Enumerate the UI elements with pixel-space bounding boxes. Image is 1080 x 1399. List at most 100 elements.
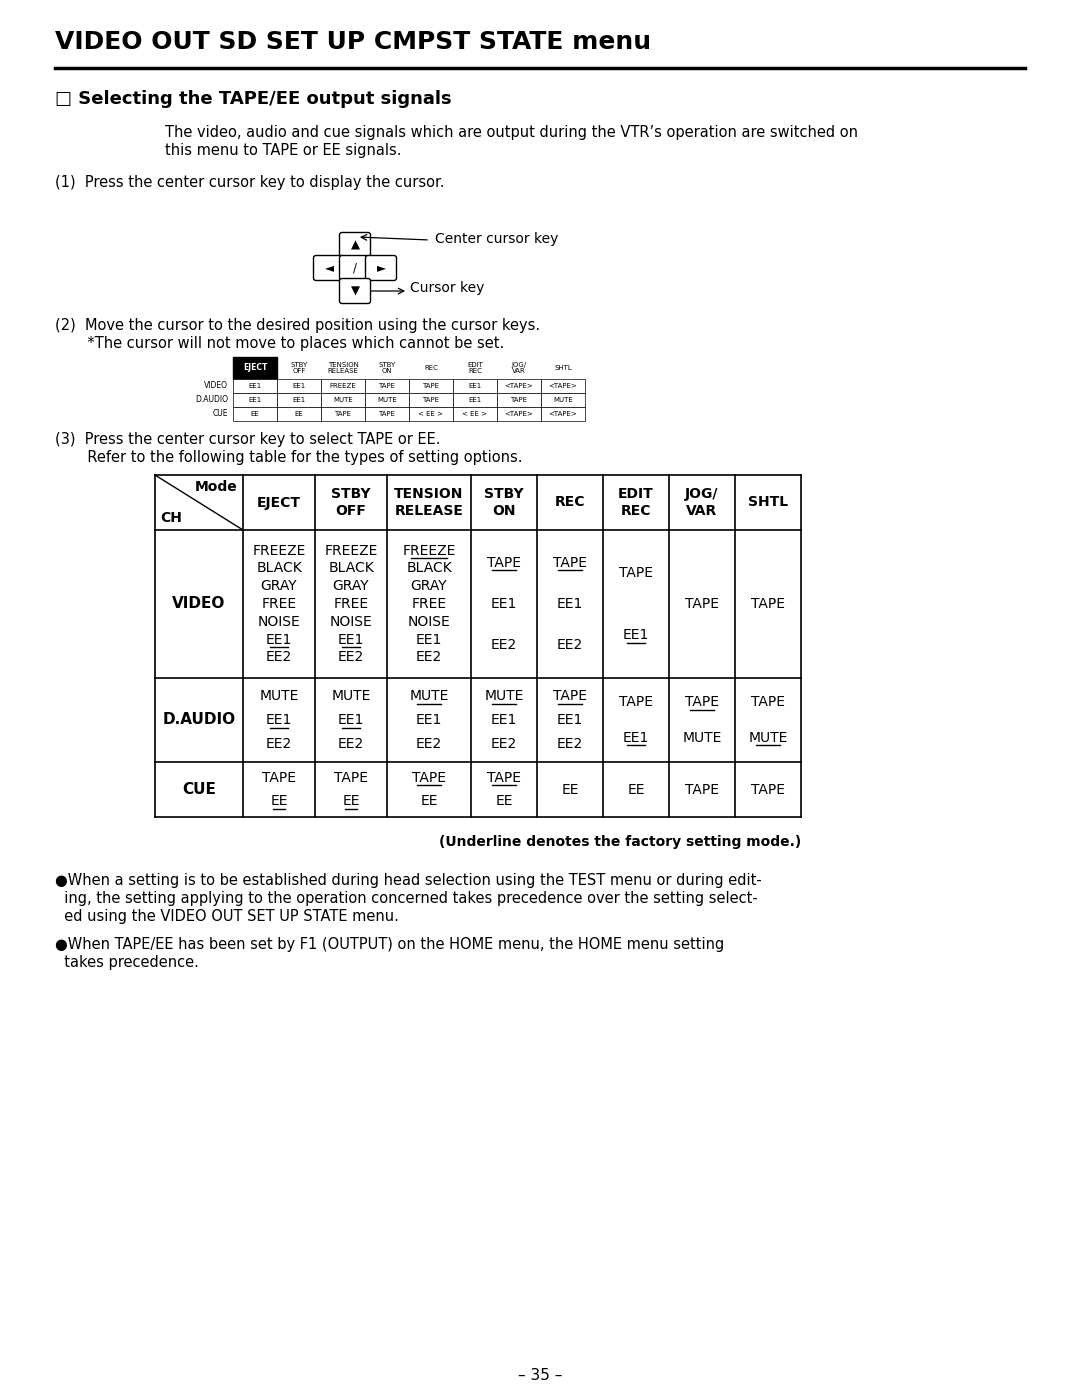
Text: MUTE: MUTE <box>484 690 524 704</box>
Text: Center cursor key: Center cursor key <box>435 232 558 246</box>
Text: this menu to TAPE or EE signals.: this menu to TAPE or EE signals. <box>165 143 402 158</box>
Bar <box>233 357 276 379</box>
Text: EJECT: EJECT <box>243 364 267 372</box>
Text: EE: EE <box>627 782 645 796</box>
Text: MUTE: MUTE <box>333 397 353 403</box>
Text: MUTE: MUTE <box>377 397 396 403</box>
FancyBboxPatch shape <box>339 232 370 257</box>
Text: Cursor key: Cursor key <box>410 281 484 295</box>
Text: EE: EE <box>562 782 579 796</box>
Text: FREE: FREE <box>261 597 297 611</box>
Text: MUTE: MUTE <box>259 690 299 704</box>
Text: ing, the setting applying to the operation concerned takes precedence over the s: ing, the setting applying to the operati… <box>55 891 758 907</box>
Text: TAPE: TAPE <box>685 597 719 611</box>
Text: EE: EE <box>342 795 360 809</box>
Text: Mode: Mode <box>195 480 238 494</box>
FancyBboxPatch shape <box>365 256 396 281</box>
Text: EE2: EE2 <box>557 736 583 750</box>
Text: CH: CH <box>160 511 181 525</box>
Bar <box>497 379 541 393</box>
Text: ►: ► <box>377 262 386 274</box>
Text: TAPE: TAPE <box>619 567 653 581</box>
Text: EE: EE <box>496 795 513 809</box>
Text: TAPE: TAPE <box>422 397 440 403</box>
Text: STBY
OFF: STBY OFF <box>291 362 308 375</box>
Text: TAPE: TAPE <box>553 555 588 569</box>
Bar <box>365 407 409 421</box>
Text: REC: REC <box>555 495 585 509</box>
Text: EE1: EE1 <box>623 628 649 642</box>
Text: TAPE: TAPE <box>262 771 296 785</box>
Text: BLACK: BLACK <box>406 561 451 575</box>
Text: SHTL: SHTL <box>554 365 572 371</box>
Text: EE1: EE1 <box>248 397 261 403</box>
Text: ▼: ▼ <box>351 284 360 298</box>
Text: TAPE: TAPE <box>378 383 395 389</box>
Text: TAPE: TAPE <box>487 771 521 785</box>
Text: D.AUDIO: D.AUDIO <box>195 396 228 404</box>
Text: VIDEO: VIDEO <box>204 382 228 390</box>
Text: EE1: EE1 <box>557 597 583 611</box>
Text: <TAPE>: <TAPE> <box>504 411 534 417</box>
FancyBboxPatch shape <box>313 256 345 281</box>
Text: TAPE: TAPE <box>422 383 440 389</box>
Bar <box>497 407 541 421</box>
Text: TAPE: TAPE <box>685 695 719 709</box>
Text: MUTE: MUTE <box>553 397 572 403</box>
FancyBboxPatch shape <box>339 256 370 281</box>
Text: EE2: EE2 <box>557 638 583 652</box>
Text: /: / <box>353 262 357 274</box>
Text: EE: EE <box>251 411 259 417</box>
Text: BLACK: BLACK <box>256 561 302 575</box>
Bar <box>276 393 321 407</box>
Text: TENSION
RELEASE: TENSION RELEASE <box>327 362 359 375</box>
Text: EE: EE <box>295 411 303 417</box>
Bar <box>276 407 321 421</box>
Text: EE1: EE1 <box>293 383 306 389</box>
Bar <box>541 393 585 407</box>
Bar <box>321 393 365 407</box>
Text: FREE: FREE <box>411 597 446 611</box>
Text: JOG/
VAR: JOG/ VAR <box>512 362 527 375</box>
Text: ●When a setting is to be established during head selection using the TEST menu o: ●When a setting is to be established dur… <box>55 873 761 888</box>
Text: EE1: EE1 <box>338 632 364 646</box>
Text: TAPE: TAPE <box>751 782 785 796</box>
Text: EE2: EE2 <box>416 651 442 665</box>
Text: < EE >: < EE > <box>419 411 444 417</box>
Bar <box>321 407 365 421</box>
Text: JOG/
VAR: JOG/ VAR <box>685 487 719 518</box>
Text: STBY
OFF: STBY OFF <box>332 487 370 518</box>
Text: EE2: EE2 <box>338 651 364 665</box>
Text: TAPE: TAPE <box>751 695 785 709</box>
Text: NOISE: NOISE <box>258 614 300 628</box>
Text: CUE: CUE <box>183 782 216 797</box>
Text: <TAPE>: <TAPE> <box>549 383 578 389</box>
Bar <box>453 379 497 393</box>
Text: TAPE: TAPE <box>751 597 785 611</box>
Text: TAPE: TAPE <box>334 771 368 785</box>
Text: FREEZE: FREEZE <box>403 544 456 558</box>
Text: ●When TAPE/EE has been set by F1 (OUTPUT) on the HOME menu, the HOME menu settin: ●When TAPE/EE has been set by F1 (OUTPUT… <box>55 937 725 951</box>
Text: EDIT
REC: EDIT REC <box>618 487 653 518</box>
Text: MUTE: MUTE <box>748 730 787 744</box>
Text: EE1: EE1 <box>469 397 482 403</box>
Bar <box>409 407 453 421</box>
Text: FREE: FREE <box>334 597 368 611</box>
Text: Refer to the following table for the types of setting options.: Refer to the following table for the typ… <box>55 450 523 464</box>
Text: *The cursor will not move to places which cannot be set.: *The cursor will not move to places whic… <box>55 336 504 351</box>
Text: EE1: EE1 <box>293 397 306 403</box>
Bar <box>541 407 585 421</box>
Text: (Underline denotes the factory setting mode.): (Underline denotes the factory setting m… <box>438 835 801 849</box>
Text: FREEZE: FREEZE <box>324 544 378 558</box>
Text: (2)  Move the cursor to the desired position using the cursor keys.: (2) Move the cursor to the desired posit… <box>55 318 540 333</box>
Text: EE1: EE1 <box>338 713 364 727</box>
Text: □ Selecting the TAPE/EE output signals: □ Selecting the TAPE/EE output signals <box>55 90 451 108</box>
Text: TAPE: TAPE <box>378 411 395 417</box>
Bar <box>453 393 497 407</box>
Text: FREEZE: FREEZE <box>329 383 356 389</box>
Text: REC: REC <box>424 365 437 371</box>
Text: SHTL: SHTL <box>748 495 788 509</box>
Text: TAPE: TAPE <box>511 397 527 403</box>
Text: NOISE: NOISE <box>329 614 373 628</box>
Text: EE1: EE1 <box>416 713 442 727</box>
